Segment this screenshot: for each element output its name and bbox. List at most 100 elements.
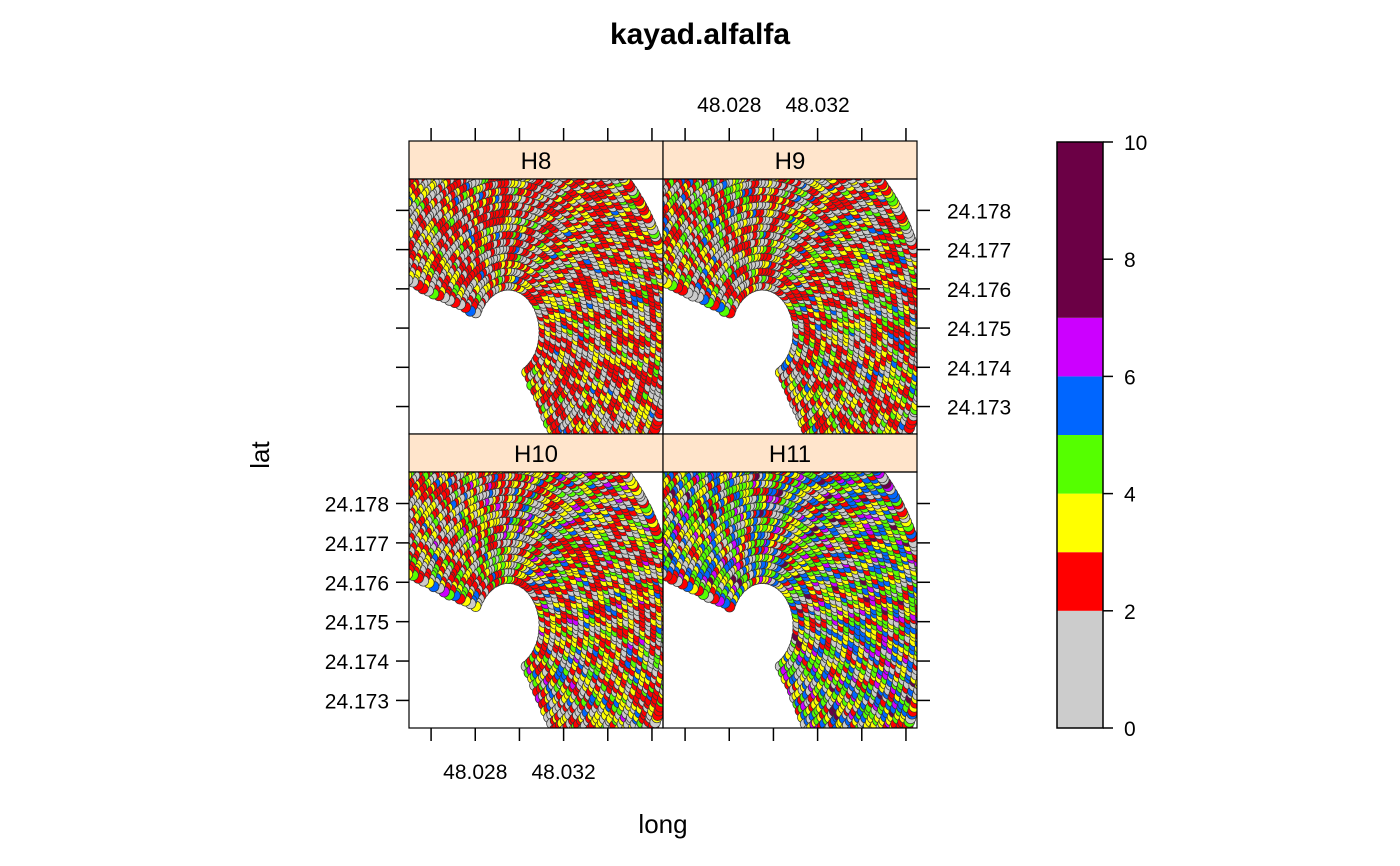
data-point — [365, 225, 376, 236]
data-point — [489, 126, 500, 137]
data-point — [463, 125, 474, 136]
data-point — [399, 268, 410, 279]
data-point — [397, 226, 408, 237]
data-point — [401, 220, 412, 231]
data-point — [396, 204, 407, 215]
data-point — [388, 263, 399, 274]
data-point — [512, 126, 523, 137]
data-point — [667, 343, 678, 354]
data-point — [396, 184, 407, 195]
data-point — [358, 244, 369, 255]
data-point — [529, 121, 540, 132]
data-point — [370, 214, 381, 225]
data-point — [476, 121, 487, 132]
data-point — [365, 211, 376, 222]
data-point — [367, 235, 378, 246]
data-point — [479, 128, 490, 139]
data-point — [367, 207, 378, 218]
data-point — [554, 122, 565, 133]
data-point — [516, 126, 527, 137]
data-point — [380, 220, 391, 231]
data-point — [388, 218, 399, 229]
data-point — [381, 246, 392, 257]
data-point — [378, 240, 389, 251]
data-point — [535, 130, 546, 141]
data-point — [387, 175, 398, 186]
data-point — [666, 348, 677, 359]
data-point — [494, 119, 505, 130]
data-point — [531, 114, 542, 125]
data-point — [667, 315, 678, 326]
data-point — [667, 318, 678, 329]
data-point — [491, 112, 502, 123]
data-point — [526, 128, 537, 139]
data-point — [486, 127, 497, 138]
data-point — [551, 128, 562, 139]
data-point — [394, 262, 405, 273]
data-point — [487, 119, 498, 130]
data-point — [457, 120, 468, 131]
data-point — [389, 260, 400, 271]
data-point — [392, 168, 403, 179]
data-point — [506, 126, 517, 137]
data-point — [513, 119, 524, 130]
data-point — [528, 113, 539, 124]
data-point — [538, 116, 549, 127]
data-point — [461, 126, 472, 137]
data-point — [667, 310, 678, 321]
data-point — [376, 262, 387, 273]
data-point — [381, 206, 392, 217]
data-point — [378, 187, 389, 198]
data-point — [356, 249, 367, 260]
data-point — [386, 222, 397, 233]
data-point — [393, 266, 404, 277]
data-point — [378, 257, 389, 268]
data-point — [518, 112, 529, 123]
data-point — [523, 120, 534, 131]
data-point — [398, 253, 409, 264]
data-point — [361, 252, 372, 263]
data-point — [397, 162, 408, 173]
data-point — [399, 180, 410, 191]
data-point — [664, 370, 675, 381]
data-point — [560, 124, 571, 135]
data-point — [395, 217, 406, 228]
data-point — [650, 205, 661, 216]
data-point — [363, 247, 374, 258]
data-point — [383, 242, 394, 253]
data-point — [512, 111, 523, 122]
strip-label: H9 — [775, 148, 806, 175]
data-point — [402, 186, 413, 197]
data-point — [398, 171, 409, 182]
data-point — [368, 218, 379, 229]
data-point — [534, 115, 545, 126]
data-point — [393, 177, 404, 188]
data-point — [380, 185, 391, 196]
data-point — [389, 183, 400, 194]
data-point — [382, 192, 393, 203]
data-point — [458, 127, 469, 138]
data-point — [402, 242, 413, 253]
data-point — [361, 219, 372, 230]
data-point — [394, 208, 405, 219]
data-point — [535, 123, 546, 134]
data-point — [394, 186, 405, 197]
data-point — [392, 224, 403, 235]
data-point — [525, 120, 536, 131]
data-point — [489, 112, 500, 123]
data-point — [483, 127, 494, 138]
data-point — [376, 190, 387, 201]
data-point — [374, 193, 385, 204]
data-point — [451, 122, 462, 133]
data-point — [368, 232, 379, 243]
data-point — [393, 222, 404, 233]
data-point — [501, 111, 512, 122]
data-point — [370, 227, 381, 238]
data-point — [492, 126, 503, 137]
data-point — [539, 124, 550, 135]
data-point — [374, 220, 385, 231]
data-point — [394, 166, 405, 177]
data-point — [386, 186, 397, 197]
